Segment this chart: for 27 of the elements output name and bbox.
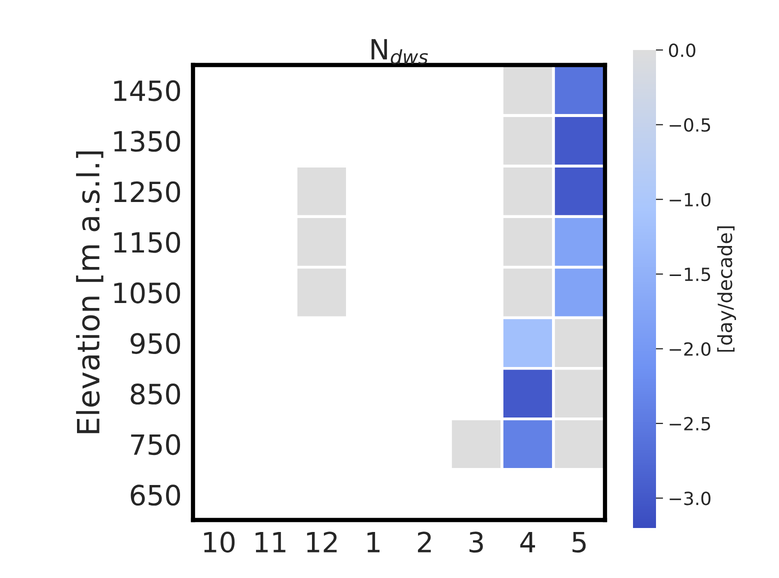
y-tick-label: 650 [130,484,180,506]
y-tick-label: 1250 [114,181,180,202]
x-tick-label: 3 [470,532,483,553]
color-bar-label: 0.0 [668,43,696,58]
color-bar-label: −1.0 [670,192,710,206]
y-tick-label: 1450 [114,80,180,102]
x-tick-label: 1 [367,532,380,552]
chart-title: N$_{dws}$ [372,39,428,64]
x-tick-label: 11 [256,532,286,552]
y-tick-label: 750 [131,434,180,456]
x-tick-label: 10 [204,532,235,553]
x-tick-label: 5 [572,532,586,553]
color-bar-label: −3.0 [670,492,710,506]
y-tick-label: 950 [130,332,180,354]
x-tick-label: 4 [520,532,536,552]
color-bar-label: −2.0 [670,342,710,356]
color-bar-label: −2.5 [670,416,710,431]
y-tick-label: 1350 [114,130,180,152]
x-tick-label: 12 [307,532,337,552]
y-tick-label: 850 [130,384,180,405]
y-axis-title: Elevation [m a.s.l.] [76,152,104,434]
color-bar-label: −0.5 [670,118,710,132]
color-bar-title: [day/decade] [717,226,736,352]
color-bar-label: −1.5 [670,268,710,282]
x-tick-label: 2 [418,532,431,552]
y-tick-label: 1050 [114,282,180,304]
y-tick-label: 1150 [114,232,180,253]
